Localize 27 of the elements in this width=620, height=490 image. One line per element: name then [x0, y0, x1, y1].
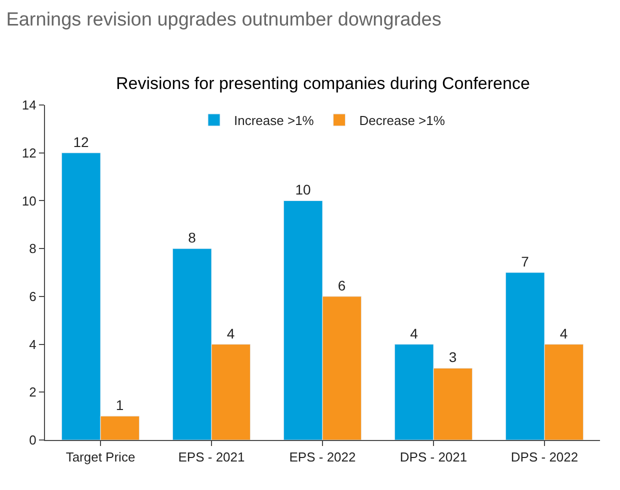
data-label: 10: [295, 182, 311, 198]
chart-subtitle: Revisions for presenting companies during Conference: [116, 74, 530, 93]
y-tick-label: 10: [22, 193, 36, 208]
data-label: 4: [410, 325, 418, 342]
data-label: 1: [116, 397, 124, 414]
data-label: 4: [226, 325, 235, 342]
y-tick-label: 0: [29, 432, 36, 448]
x-tick-label: DPS - 2022: [510, 450, 578, 465]
x-tick-label: DPS - 2021: [400, 450, 468, 465]
legend-label: Increase >1%: [234, 113, 314, 128]
legend-label: Decrease >1%: [359, 113, 446, 128]
x-tick-label: Target Price: [66, 450, 136, 465]
data-label: 12: [73, 134, 89, 150]
data-label: 6: [338, 277, 346, 294]
data-label: 8: [188, 230, 196, 246]
y-tick-label: 8: [29, 241, 36, 256]
y-tick-label: 12: [22, 145, 36, 160]
data-label: 4: [560, 325, 568, 342]
y-tick-label: 4: [29, 336, 36, 352]
y-tick-label: 6: [29, 288, 36, 304]
y-tick-label: 14: [22, 98, 36, 113]
data-label: 7: [521, 254, 530, 270]
chart-title: Earnings revision upgrades outnumber downgrades: [6, 10, 442, 31]
x-tick-label: EPS - 2021: [178, 450, 245, 465]
data-label: 3: [448, 349, 457, 366]
y-tick-label: 2: [29, 384, 36, 400]
x-tick-label: EPS - 2022: [289, 450, 356, 465]
